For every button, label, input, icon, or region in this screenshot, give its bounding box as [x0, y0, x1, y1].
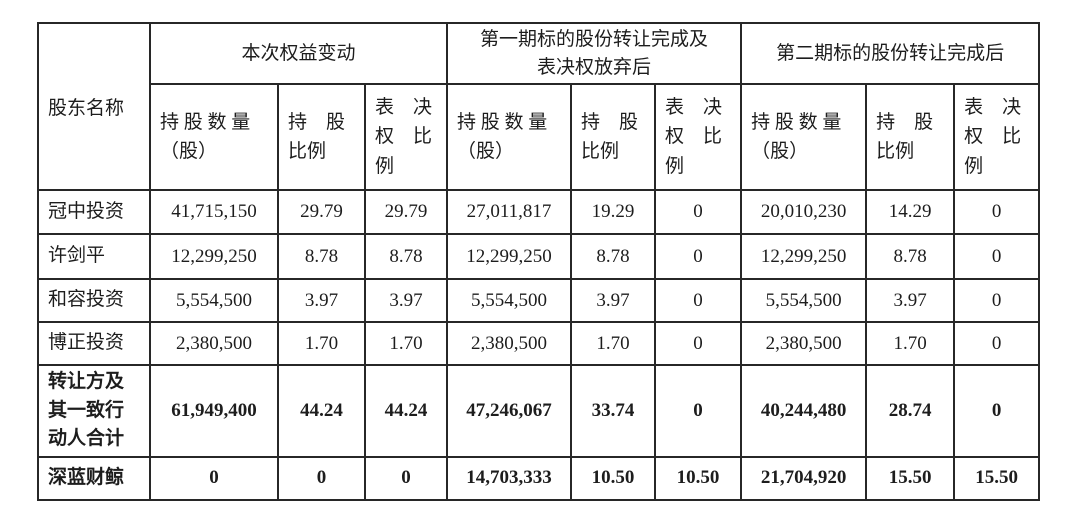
- sub-header-voting-1: 表 决 权 比 例: [363, 83, 449, 192]
- data-cell: 3.97: [570, 278, 657, 324]
- table-row: 和容投资 5,554,500 3.97 3.97 5,554,500 3.97 …: [37, 278, 1041, 324]
- data-cell: 2,380,500: [446, 321, 573, 367]
- corner-header-shareholder-name: 股东名称: [37, 21, 151, 192]
- data-cell: 61,949,400: [149, 364, 279, 458]
- data-cell: 1.70: [277, 321, 366, 367]
- data-cell: 12,299,250: [446, 233, 573, 281]
- data-cell: 14.29: [865, 189, 956, 236]
- data-cell: 0: [953, 278, 1041, 324]
- data-cell: 1.70: [363, 321, 449, 367]
- data-cell: 5,554,500: [446, 278, 573, 324]
- shareholder-name-cell: 许剑平: [37, 233, 151, 281]
- data-cell: 14,703,333: [446, 455, 573, 501]
- sub-header-voting-2: 表 决 权 比 例: [654, 83, 743, 192]
- data-cell: 28.74: [865, 364, 956, 458]
- sub-header-ratio-1: 持 股 比例: [277, 83, 366, 192]
- sub-header-ratio-3: 持 股 比例: [865, 83, 956, 192]
- header-group-row: 股东名称 本次权益变动 第一期标的股份转让完成及 表决权放弃后 第二期标的股份转…: [37, 21, 1041, 192]
- document-page: 股东名称 本次权益变动 第一期标的股份转让完成及 表决权放弃后 第二期标的股份转…: [37, 21, 1041, 501]
- data-cell: 41,715,150: [149, 189, 279, 236]
- data-cell: 2,380,500: [149, 321, 279, 367]
- data-cell: 1.70: [865, 321, 956, 367]
- shareholder-name-cell: 博正投资: [37, 321, 151, 367]
- sub-header-voting-3: 表 决 权 比 例: [953, 83, 1041, 192]
- data-cell: 8.78: [277, 233, 366, 281]
- data-cell: 3.97: [277, 278, 366, 324]
- data-cell: 0: [363, 455, 449, 501]
- sub-header-qty-3: 持 股 数 量 （股）: [740, 83, 868, 192]
- shareholder-name-cell: 和容投资: [37, 278, 151, 324]
- data-cell: 0: [277, 455, 366, 501]
- table-row-total: 转让方及 其一致行 动人合计 61,949,400 44.24 44.24 47…: [37, 364, 1041, 458]
- shareholder-name-cell: 冠中投资: [37, 189, 151, 236]
- data-cell: 15.50: [865, 455, 956, 501]
- data-cell: 0: [654, 321, 743, 367]
- data-cell: 44.24: [277, 364, 366, 458]
- data-cell: 3.97: [865, 278, 956, 324]
- sub-header-qty-2: 持 股 数 量 （股）: [446, 83, 573, 192]
- sub-header-qty-1: 持 股 数 量 （股）: [149, 83, 279, 192]
- data-cell: 47,246,067: [446, 364, 573, 458]
- data-cell: 33.74: [570, 364, 657, 458]
- group-header-current-equity-change: 本次权益变动: [148, 21, 449, 86]
- data-cell: 40,244,480: [740, 364, 868, 458]
- table-row: 博正投资 2,380,500 1.70 1.70 2,380,500 1.70 …: [37, 321, 1041, 367]
- data-cell: 29.79: [363, 189, 449, 236]
- data-cell: 0: [654, 189, 743, 236]
- table-row: 许剑平 12,299,250 8.78 8.78 12,299,250 8.78…: [37, 233, 1041, 281]
- data-cell: 3.97: [363, 278, 449, 324]
- data-cell: 27,011,817: [446, 189, 573, 236]
- shareholder-name-cell: 转让方及 其一致行 动人合计: [37, 364, 151, 458]
- data-cell: 0: [654, 278, 743, 324]
- data-cell: 8.78: [865, 233, 956, 281]
- data-cell: 0: [654, 233, 743, 281]
- sub-header-ratio-2: 持 股 比例: [570, 83, 657, 192]
- data-cell: 0: [149, 455, 279, 501]
- data-cell: 8.78: [363, 233, 449, 281]
- data-cell: 29.79: [277, 189, 366, 236]
- shareholder-name-cell: 深蓝财鲸: [37, 455, 151, 501]
- data-cell: 21,704,920: [740, 455, 868, 501]
- data-cell: 2,380,500: [740, 321, 868, 367]
- data-cell: 15.50: [953, 455, 1041, 501]
- data-cell: 0: [953, 364, 1041, 458]
- data-cell: 1.70: [570, 321, 657, 367]
- data-cell: 20,010,230: [740, 189, 868, 236]
- data-cell: 12,299,250: [740, 233, 868, 281]
- table-row: 冠中投资 41,715,150 29.79 29.79 27,011,817 1…: [37, 189, 1041, 236]
- group-header-phase2-transfer: 第二期标的股份转让完成后: [740, 21, 1041, 86]
- shareholding-table: 股东名称 本次权益变动 第一期标的股份转让完成及 表决权放弃后 第二期标的股份转…: [37, 21, 1041, 501]
- data-cell: 0: [953, 189, 1041, 236]
- data-cell: 5,554,500: [740, 278, 868, 324]
- group-header-phase1-transfer: 第一期标的股份转让完成及 表决权放弃后: [446, 21, 743, 86]
- data-cell: 0: [654, 364, 743, 458]
- data-cell: 10.50: [570, 455, 657, 501]
- data-cell: 44.24: [363, 364, 449, 458]
- table-row: 深蓝财鲸 0 0 0 14,703,333 10.50 10.50 21,704…: [37, 455, 1041, 501]
- data-cell: 5,554,500: [149, 278, 279, 324]
- data-cell: 0: [953, 321, 1041, 367]
- data-cell: 8.78: [570, 233, 657, 281]
- data-cell: 0: [953, 233, 1041, 281]
- header-sub-row: 持 股 数 量 （股） 持 股 比例 表 决 权 比 例 持 股 数 量 （股）…: [38, 83, 1041, 192]
- data-cell: 19.29: [570, 189, 657, 236]
- data-cell: 12,299,250: [149, 233, 279, 281]
- data-cell: 10.50: [654, 455, 743, 501]
